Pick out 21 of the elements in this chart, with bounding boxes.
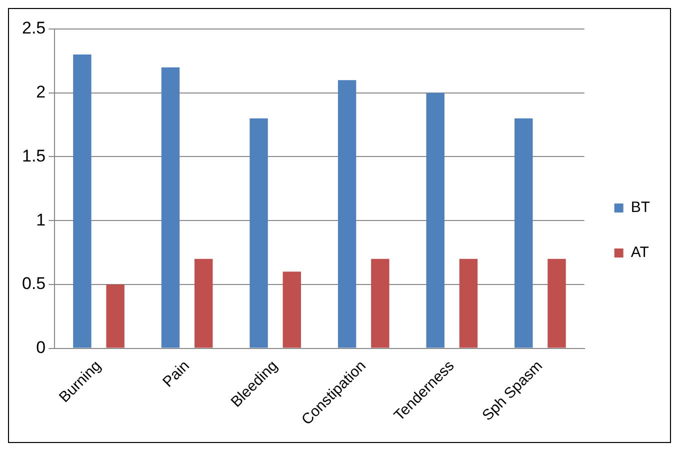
x-tick-label: Pain bbox=[160, 357, 193, 391]
bar bbox=[426, 92, 444, 348]
y-tick-label: 0 bbox=[36, 338, 46, 357]
y-tick-label: 0.5 bbox=[22, 274, 46, 294]
bar bbox=[194, 258, 213, 348]
bar bbox=[282, 272, 301, 348]
legend-label: AT bbox=[630, 244, 649, 262]
y-tick-label: 1 bbox=[36, 210, 46, 230]
bar bbox=[106, 284, 124, 348]
bar bbox=[371, 258, 390, 348]
bar bbox=[73, 54, 92, 348]
bar bbox=[459, 258, 478, 348]
legend-label: BT bbox=[630, 199, 650, 216]
bar bbox=[548, 258, 566, 348]
bar bbox=[514, 118, 533, 348]
y-tick-label: 2 bbox=[36, 82, 46, 102]
bar bbox=[250, 118, 268, 348]
y-tick-label: 2.5 bbox=[22, 18, 46, 38]
bar bbox=[161, 67, 180, 348]
bar bbox=[338, 80, 356, 348]
y-tick-label: 1.5 bbox=[22, 146, 46, 166]
